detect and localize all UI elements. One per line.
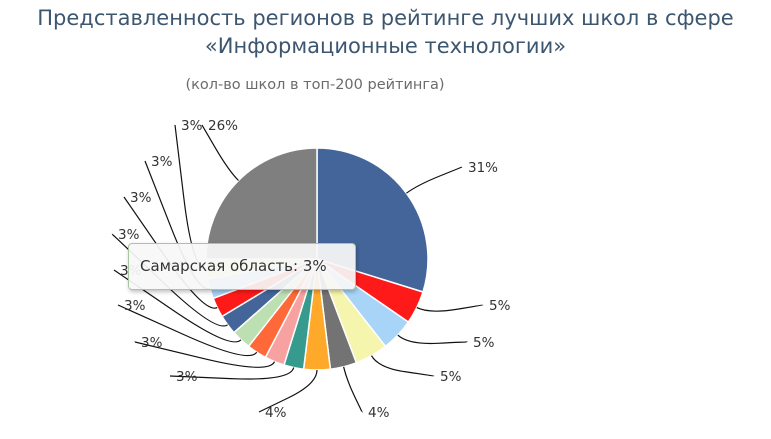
leader-line-5 [343, 366, 363, 413]
leader-line-15 [201, 124, 239, 181]
slice-label-3: 5% [473, 335, 495, 351]
chart-subtitle: (кол-во школ в топ-200 рейтинга) [185, 77, 445, 93]
slice-label-14: 3% [181, 118, 203, 134]
pie-slice-15[interactable] [205, 147, 318, 260]
slice-label-7: 3% [176, 369, 198, 385]
chart-title-line-1: Представленность регионов в рейтинге луч… [37, 6, 734, 30]
leader-line-9 [117, 304, 258, 357]
leader-lines [111, 124, 484, 413]
leader-line-8 [134, 341, 276, 368]
leader-line-3 [397, 334, 468, 345]
slice-label-11: 3% [118, 227, 140, 243]
leader-line-4 [370, 355, 435, 377]
chart-title-line-2: «Информационные технологии» [204, 34, 567, 58]
chart-tooltip: Самарская область: 3% [128, 243, 356, 290]
slice-label-9: 3% [124, 298, 146, 314]
slice-label-13: 3% [151, 154, 173, 170]
slice-label-5: 4% [368, 405, 390, 421]
slice-label-6: 4% [265, 405, 287, 421]
leader-line-10 [113, 269, 242, 343]
leader-line-1 [406, 166, 463, 194]
chart-title: Представленность регионов в рейтинге луч… [0, 4, 771, 60]
slice-label-2: 5% [489, 298, 511, 314]
slice-label-4: 5% [440, 369, 462, 385]
leader-line-7 [169, 367, 295, 380]
slice-label-1: 31% [468, 160, 498, 176]
slice-label-8: 3% [141, 335, 163, 351]
leader-line-2 [416, 304, 484, 312]
slice-label-15: 26% [208, 118, 238, 134]
slice-label-12: 3% [130, 190, 152, 206]
leader-line-6 [258, 369, 318, 413]
